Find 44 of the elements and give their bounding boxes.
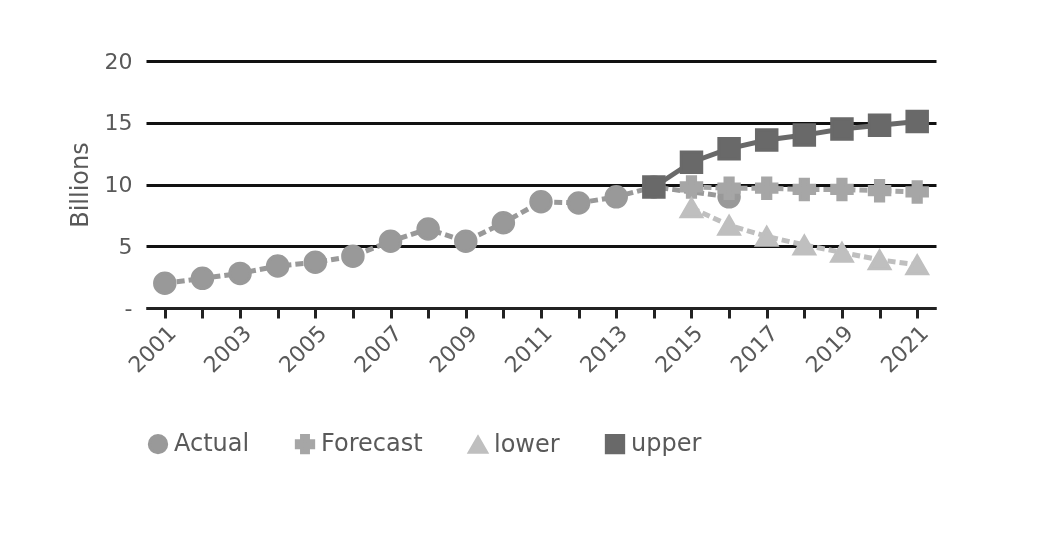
y-tick-label: 5 <box>118 233 133 259</box>
point <box>905 109 929 134</box>
point <box>153 271 177 296</box>
point <box>679 175 704 199</box>
point <box>867 178 892 203</box>
point <box>265 254 290 278</box>
point <box>378 229 403 254</box>
point <box>792 123 817 147</box>
legend-label: lower <box>494 429 560 458</box>
point <box>754 176 779 200</box>
point <box>830 242 854 263</box>
legend-label: Actual <box>174 429 250 458</box>
y-tick-label: - <box>124 295 133 321</box>
point <box>303 250 328 275</box>
legend-label: upper <box>631 429 702 458</box>
point <box>792 177 817 202</box>
point <box>830 177 854 202</box>
point <box>228 261 252 286</box>
point <box>717 136 741 161</box>
y-tick-label: 15 <box>104 110 133 136</box>
point <box>905 180 929 204</box>
point <box>867 113 892 137</box>
point <box>867 249 892 271</box>
y-tick-label: 20 <box>104 48 133 74</box>
point <box>491 211 516 235</box>
point <box>792 234 817 256</box>
point <box>529 190 553 214</box>
point <box>341 244 365 268</box>
legend-label: Forecast <box>321 429 423 458</box>
point <box>679 150 704 175</box>
point <box>905 254 929 276</box>
point <box>754 226 779 247</box>
point <box>416 217 440 241</box>
point <box>717 214 741 236</box>
point <box>190 266 215 291</box>
point <box>717 176 741 200</box>
point <box>830 117 854 141</box>
point <box>679 197 704 219</box>
y-tick-label: 10 <box>104 172 133 197</box>
point <box>566 191 591 215</box>
point <box>754 128 779 152</box>
y-axis-title: Billions <box>65 142 94 228</box>
point <box>604 185 628 209</box>
point <box>454 229 478 254</box>
